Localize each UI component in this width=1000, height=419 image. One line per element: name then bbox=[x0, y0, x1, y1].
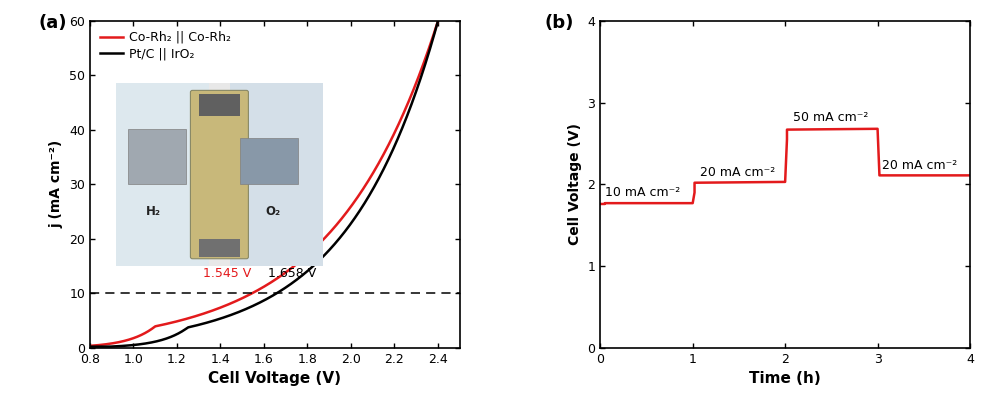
Text: 50 mA cm⁻²: 50 mA cm⁻² bbox=[793, 111, 868, 124]
Text: 20 mA cm⁻²: 20 mA cm⁻² bbox=[700, 166, 775, 178]
X-axis label: Cell Voltage (V): Cell Voltage (V) bbox=[208, 371, 341, 386]
Text: (b): (b) bbox=[545, 14, 574, 32]
Y-axis label: j (mA cm⁻²): j (mA cm⁻²) bbox=[50, 140, 64, 228]
Legend: Co-Rh₂ || Co-Rh₂, Pt/C || IrO₂: Co-Rh₂ || Co-Rh₂, Pt/C || IrO₂ bbox=[96, 27, 234, 65]
Text: 10 mA cm⁻²: 10 mA cm⁻² bbox=[605, 186, 680, 199]
X-axis label: Time (h): Time (h) bbox=[749, 371, 821, 386]
Text: 20 mA cm⁻²: 20 mA cm⁻² bbox=[882, 159, 957, 172]
Text: (a): (a) bbox=[38, 14, 67, 32]
Text: 1.545 V: 1.545 V bbox=[203, 266, 251, 280]
Text: 1.658 V: 1.658 V bbox=[268, 266, 317, 280]
Y-axis label: Cell Voltage (V): Cell Voltage (V) bbox=[568, 123, 582, 246]
